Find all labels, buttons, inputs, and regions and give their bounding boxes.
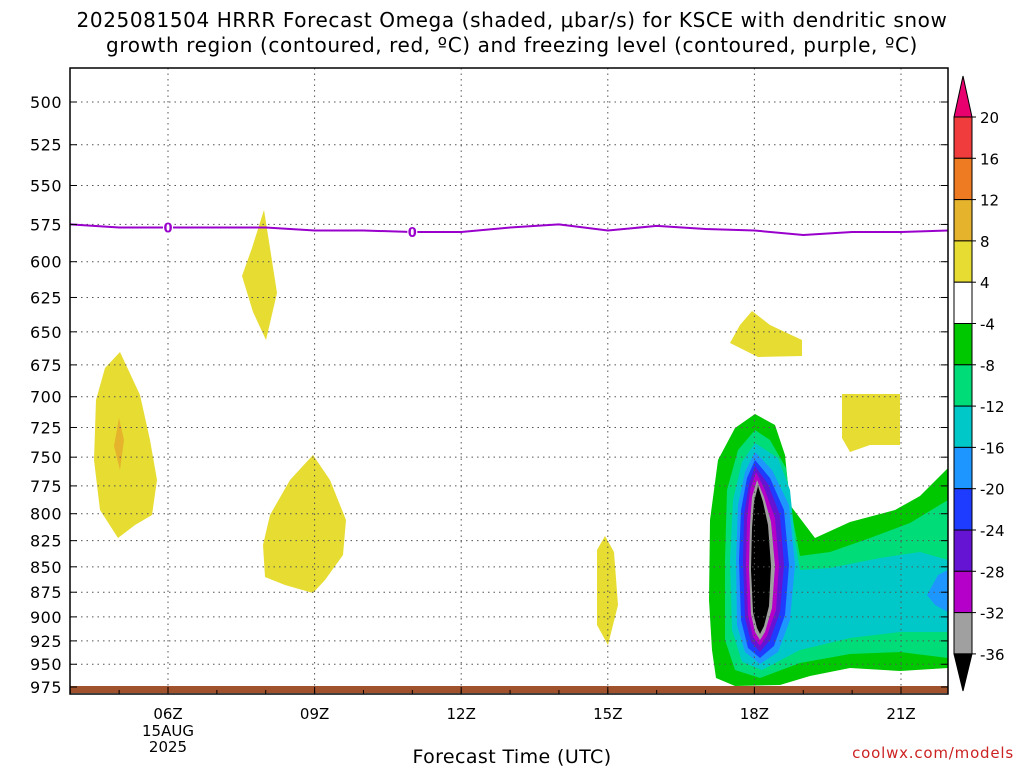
y-axis: 500 525 550 575 600 625 650 675 700 725 750 775 800 8…: [30, 93, 948, 697]
y-tick-label: 525: [30, 136, 62, 155]
colorbar-label: -36: [980, 646, 1005, 664]
freezing-level-label: 0: [163, 221, 172, 236]
colorbar-segment: [953, 612, 973, 655]
colorbar-segment: [953, 488, 973, 531]
omega-shading: [94, 210, 948, 686]
x-axis-title: Forecast Time (UTC): [412, 746, 612, 768]
colorbar-label: -24: [980, 522, 1005, 540]
colorbar-label: -32: [980, 605, 1005, 623]
colorbar-segment: [953, 157, 973, 201]
plot-frame: [69, 67, 949, 695]
colorbar-segment: [953, 529, 973, 572]
y-tick-label: 750: [30, 448, 62, 467]
omega-blob-2: [242, 210, 277, 340]
x-date-label: 15AUG: [142, 722, 194, 740]
credit-link[interactable]: coolwx.com/models: [852, 744, 1014, 762]
omega-blob-1: [94, 352, 157, 538]
y-tick-label: 575: [30, 215, 62, 234]
colorbar-segment: [953, 240, 973, 283]
colorbar-segment: [953, 405, 973, 448]
colorbar-segment: [953, 570, 973, 614]
y-tick-label: 700: [30, 388, 62, 407]
colorbar-label: -20: [980, 481, 1005, 499]
x-tick-label: 09Z: [300, 705, 329, 723]
colorbar-segment: [953, 364, 973, 407]
colorbar-label: -28: [980, 563, 1005, 581]
colorbar-label: -8: [980, 357, 995, 375]
y-tick-label: 675: [30, 356, 62, 375]
freezing-level-label-bg: [163, 220, 173, 235]
y-tick-label: 950: [30, 655, 62, 674]
colorbar-label: -12: [980, 398, 1005, 416]
freezing-level-line: [70, 223, 949, 237]
freezing-level-label-bg: [407, 225, 418, 240]
colorbar-segment: [953, 281, 973, 325]
omega-band-neg36: [751, 486, 771, 634]
colorbar-label: 20: [980, 109, 999, 127]
y-tick-label: 850: [30, 558, 62, 577]
colorbar-label: 16: [980, 150, 999, 168]
freezing-level-label: 0: [408, 226, 417, 241]
y-tick-label: 550: [30, 176, 62, 195]
y-tick-label: 900: [30, 608, 62, 627]
y-tick-label: 650: [30, 323, 62, 342]
y-tick-label: 800: [30, 505, 62, 524]
colorbar-cap-top: [953, 75, 973, 118]
omega-blob-3: [263, 455, 346, 593]
colorbar-label: 4: [980, 274, 990, 292]
x-tick-label: 12Z: [447, 705, 476, 723]
chart-title: 2025081504 HRRR Forecast Omega (shaded, …: [0, 8, 1024, 58]
omega-band-neg16-edge: [927, 570, 948, 612]
colorbar-segment: [953, 446, 973, 490]
title-line-2: growth region (contoured, red, ºC) and f…: [106, 33, 918, 57]
colorbar-label: -16: [980, 439, 1005, 457]
x-tick-label: 15Z: [593, 705, 622, 723]
colorbar-label: 12: [980, 192, 999, 210]
y-tick-label: 925: [30, 632, 62, 651]
colorbar-label: -4: [980, 316, 995, 334]
y-tick-label: 775: [30, 477, 62, 496]
x-tick-label: 06Z: [153, 705, 182, 723]
colorbar-label: 8: [980, 233, 990, 251]
omega-blob-6: [842, 394, 900, 452]
y-tick-label: 500: [30, 93, 62, 112]
y-tick-label: 975: [30, 678, 62, 697]
x-date-label: 2025: [149, 738, 187, 756]
colorbar-segment: [953, 199, 973, 242]
y-tick-label: 875: [30, 583, 62, 602]
colorbar: 20 16 12 8 4 -4 -8 -12 -16 -20 -24 -28 -32 -36: [953, 75, 1005, 692]
x-tick-label: 18Z: [740, 705, 769, 723]
y-tick-label: 625: [30, 288, 62, 307]
colorbar-segment: [953, 323, 973, 366]
y-tick-label: 725: [30, 418, 62, 437]
omega-blob-5: [730, 311, 802, 357]
title-line-1: 2025081504 HRRR Forecast Omega (shaded, …: [76, 8, 948, 32]
x-tick-label: 21Z: [886, 705, 915, 723]
colorbar-cap-bottom: [953, 653, 973, 692]
surface-strip: [70, 686, 948, 693]
y-tick-label: 600: [30, 253, 62, 272]
y-tick-label: 825: [30, 532, 62, 551]
colorbar-segment: [953, 116, 973, 159]
omega-core-1: [114, 418, 124, 470]
